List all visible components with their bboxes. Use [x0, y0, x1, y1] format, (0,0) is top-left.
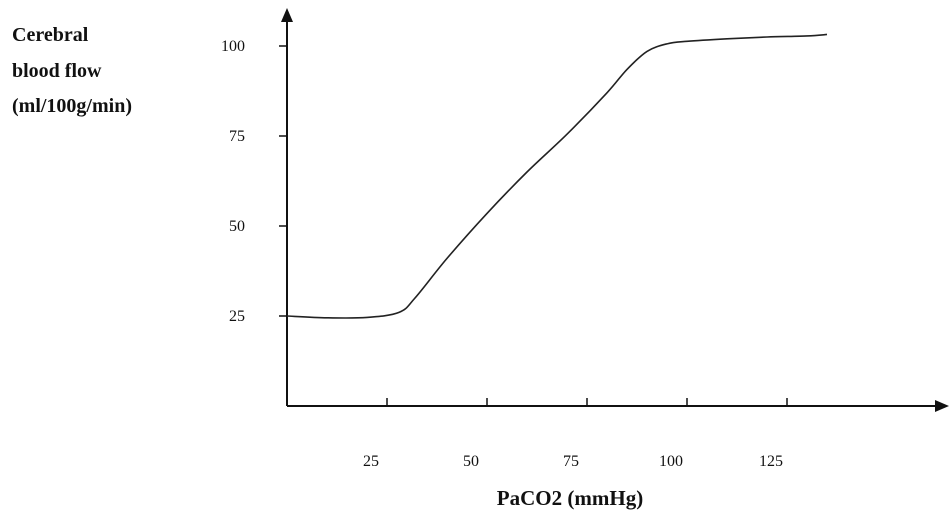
- ticks: 25 50 75 100 25 50 75 100 125: [221, 38, 788, 470]
- y-axis-label-line-2: blood flow: [12, 60, 102, 82]
- y-tick-label: 100: [221, 38, 245, 55]
- series-line: [286, 33, 828, 319]
- y-axis-label-line-1: Cerebral: [12, 24, 89, 46]
- y-axis-arrow: [281, 8, 293, 22]
- x-tick-label: 50: [463, 453, 479, 470]
- x-axis-label: PaCO2 (mmHg): [496, 486, 644, 510]
- x-tick-label: 100: [659, 453, 683, 470]
- x-tick-label: 75: [563, 453, 579, 470]
- y-axis-label-line-3: (ml/100g/min): [12, 95, 132, 117]
- y-tick-label: 75: [229, 128, 245, 145]
- y-tick-label: 50: [229, 218, 245, 235]
- x-axis-arrow: [935, 400, 949, 412]
- series-group: [286, 33, 828, 319]
- x-tick-label: 125: [759, 453, 783, 470]
- x-tick-label: 25: [363, 453, 379, 470]
- axes: [281, 8, 949, 412]
- y-tick-label: 25: [229, 308, 245, 325]
